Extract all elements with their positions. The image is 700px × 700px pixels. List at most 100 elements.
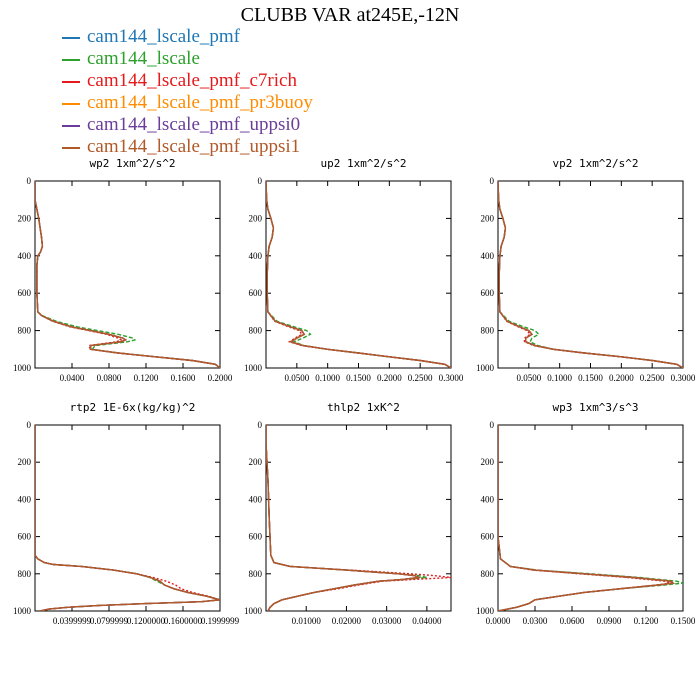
y-tick-label: 800 <box>481 326 495 336</box>
y-tick-label: 0 <box>27 420 32 430</box>
y-tick-label: 600 <box>481 288 495 298</box>
legend-item: cam144_lscale_pmf_pr3buoy <box>62 92 313 114</box>
x-tick-label: 0.02000 <box>332 616 362 626</box>
series-line <box>266 425 422 611</box>
y-tick-label: 800 <box>18 326 32 336</box>
x-tick-label: 0.2000 <box>208 373 233 383</box>
x-tick-label: 0.0800 <box>97 373 122 383</box>
legend-swatch <box>62 146 80 149</box>
y-tick-label: 1000 <box>13 606 32 616</box>
x-tick-label: 0.1500 <box>671 616 696 626</box>
y-tick-label: 200 <box>18 457 32 467</box>
series-line <box>498 181 683 368</box>
legend-label: cam144_lscale_pmf_pr3buoy <box>87 92 313 113</box>
series-line <box>35 181 220 368</box>
series-line <box>498 425 671 611</box>
y-tick-label: 400 <box>481 251 495 261</box>
x-tick-label: 0.0500 <box>516 373 541 383</box>
plot-frame <box>497 424 684 612</box>
legend-swatch <box>62 58 80 61</box>
legend-swatch <box>62 80 80 83</box>
series-line <box>35 181 220 368</box>
x-tick-label: 0.1200 <box>634 616 659 626</box>
y-tick-label: 800 <box>249 326 263 336</box>
x-tick-label: 0.0799999 <box>90 616 129 626</box>
panel: up2 1xm^2/s^2 0 200 400 600 800 1000 0.0500 0.10… <box>244 157 464 383</box>
x-tick-label: 0.0600 <box>560 616 585 626</box>
y-tick-label: 200 <box>481 457 495 467</box>
y-tick-label: 800 <box>249 569 263 579</box>
x-tick-label: 0.0399999 <box>53 616 92 626</box>
x-tick-label: 0.1000 <box>315 373 340 383</box>
series-line <box>266 425 451 611</box>
x-tick-label: 0.01000 <box>292 616 322 626</box>
panel-title: up2 1xm^2/s^2 <box>320 157 406 170</box>
plot-frame <box>34 180 221 369</box>
y-tick-label: 200 <box>18 213 32 223</box>
legend-item: cam144_lscale_pmf_c7rich <box>62 70 313 92</box>
x-tick-label: 0.1000 <box>547 373 572 383</box>
x-tick-label: 0.3000 <box>439 373 464 383</box>
series-line <box>498 425 683 611</box>
x-tick-label: 0.0500 <box>284 373 309 383</box>
y-tick-label: 1000 <box>476 606 495 616</box>
series-line <box>35 425 220 611</box>
x-tick-label: 0.1600000 <box>164 616 203 626</box>
legend-item: cam144_lscale_pmf_uppsi1 <box>62 136 313 158</box>
legend-swatch <box>62 36 80 39</box>
x-tick-label: 0.1999999 <box>201 616 240 626</box>
series-line <box>35 181 220 368</box>
y-tick-label: 200 <box>249 457 263 467</box>
series-line <box>266 425 422 611</box>
legend-item: cam144_lscale_pmf_uppsi0 <box>62 114 313 136</box>
y-tick-label: 400 <box>18 251 32 261</box>
y-tick-label: 400 <box>249 251 263 261</box>
x-tick-label: 0.0900 <box>597 616 622 626</box>
plot-frame <box>34 424 221 612</box>
y-tick-label: 400 <box>249 494 263 504</box>
x-tick-label: 0.0000 <box>486 616 511 626</box>
panel-title: wp2 1xm^2/s^2 <box>89 157 175 170</box>
y-tick-label: 0 <box>490 420 495 430</box>
y-tick-label: 600 <box>18 288 32 298</box>
y-tick-label: 0 <box>258 176 263 186</box>
panel: vp2 1xm^2/s^2 0 200 400 600 800 1000 0.0500 0.10… <box>476 157 696 383</box>
x-tick-label: 0.1500 <box>578 373 603 383</box>
legend-label: cam144_lscale_pmf_uppsi1 <box>87 136 301 157</box>
y-tick-label: 600 <box>481 532 495 542</box>
x-tick-label: 0.1500 <box>346 373 371 383</box>
series-line <box>498 425 675 611</box>
x-tick-label: 0.04000 <box>412 616 442 626</box>
series-line <box>266 181 451 368</box>
y-tick-label: 800 <box>481 569 495 579</box>
series-line <box>35 181 220 368</box>
x-tick-label: 0.0300 <box>523 616 548 626</box>
series-line <box>35 181 220 368</box>
y-tick-label: 600 <box>249 532 263 542</box>
plot-frame <box>265 424 452 612</box>
legend-label: cam144_lscale <box>87 48 200 69</box>
y-tick-label: 0 <box>258 420 263 430</box>
y-tick-label: 400 <box>18 494 32 504</box>
figure-title: CLUBB VAR at245E,-12N <box>240 4 460 26</box>
series-line <box>266 425 422 611</box>
x-tick-label: 0.2000 <box>377 373 402 383</box>
y-tick-label: 600 <box>18 532 32 542</box>
legend-swatch <box>62 102 80 105</box>
series-line <box>266 425 428 611</box>
legend-label: cam144_lscale_pmf_uppsi0 <box>87 114 301 135</box>
x-tick-label: 0.03000 <box>372 616 402 626</box>
y-tick-label: 1000 <box>244 363 263 373</box>
legend: cam144_lscale_pmf cam144_lscale cam144_l… <box>62 26 313 158</box>
series-line <box>498 425 675 611</box>
series-line <box>35 181 220 368</box>
series-line <box>498 425 675 611</box>
x-tick-label: 0.1600 <box>171 373 196 383</box>
x-tick-label: 0.1200 <box>134 373 159 383</box>
y-tick-label: 0 <box>27 176 32 186</box>
legend-label: cam144_lscale_pmf_c7rich <box>87 70 297 91</box>
y-tick-label: 400 <box>481 494 495 504</box>
y-tick-label: 0 <box>490 176 495 186</box>
panel: wp2 1xm^2/s^2 0 200 400 600 800 1000 0.0400 0.08… <box>13 157 233 383</box>
x-tick-label: 0.2000 <box>609 373 634 383</box>
